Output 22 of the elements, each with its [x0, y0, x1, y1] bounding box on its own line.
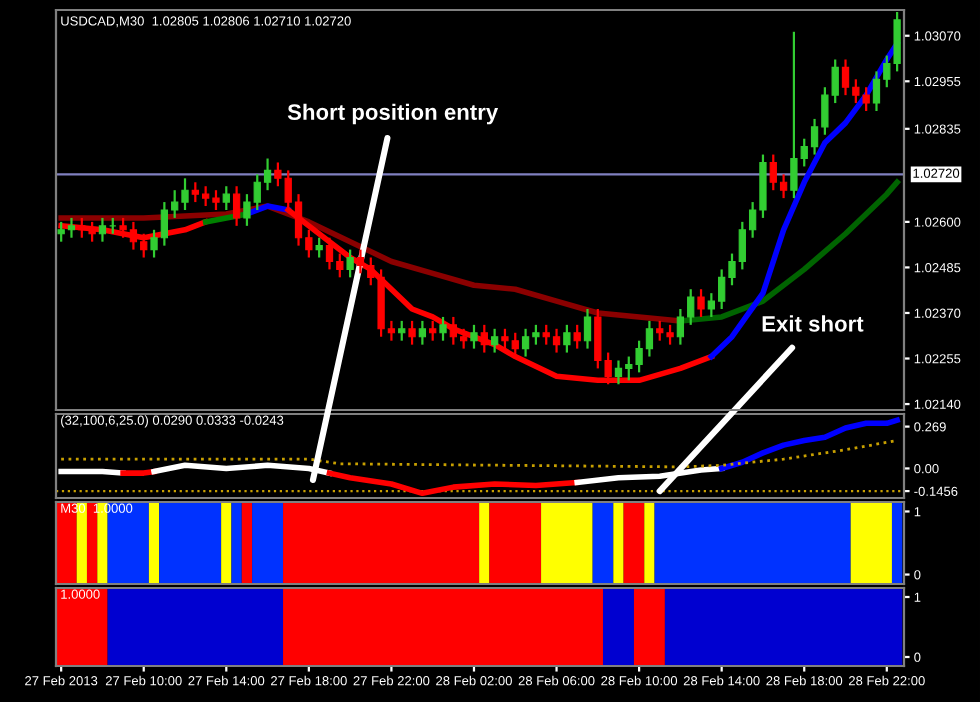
candlestick	[470, 323, 478, 350]
annotation: Short position entry	[287, 103, 499, 125]
annotation: Exit short	[762, 315, 864, 332]
candlestick	[98, 216, 107, 243]
candlestick	[418, 319, 427, 346]
candlestick	[439, 315, 447, 342]
line-series	[718, 417, 900, 472]
candlestick	[346, 248, 354, 279]
line-series	[326, 470, 580, 497]
candlestick	[408, 319, 416, 346]
candlestick	[398, 319, 406, 342]
candlestick	[315, 236, 323, 259]
candlestick	[563, 323, 571, 354]
candlestick	[697, 288, 705, 319]
candlestick	[222, 185, 230, 212]
candlestick	[480, 323, 488, 354]
candlestick	[429, 319, 437, 342]
candlestick	[490, 327, 499, 354]
candlestick	[232, 185, 241, 227]
candlestick	[583, 307, 592, 350]
line-series	[59, 439, 899, 469]
candlestick	[573, 323, 581, 350]
